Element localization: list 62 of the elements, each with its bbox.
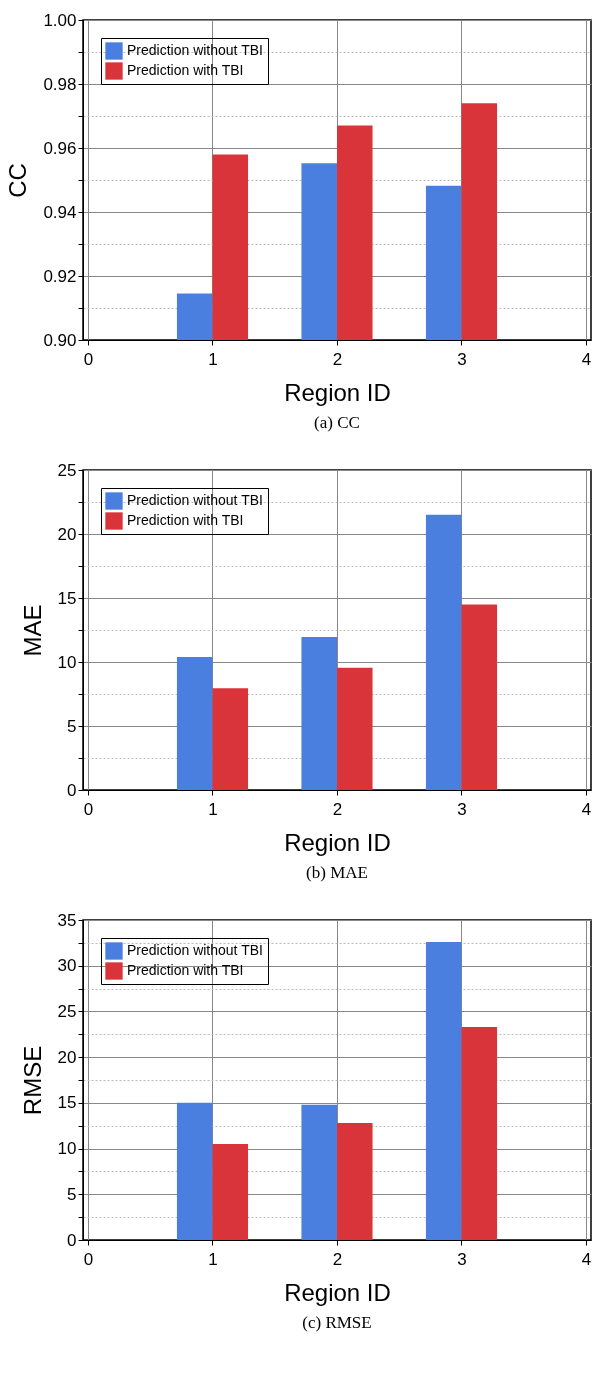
x-tick-label: 3: [457, 1249, 467, 1269]
x-axis-title: Region ID: [284, 828, 391, 856]
bar: [337, 667, 373, 790]
y-tick-label: 20: [57, 1047, 77, 1067]
y-tick-label: 0.96: [43, 138, 77, 158]
y-tick-label: 25: [57, 1001, 77, 1021]
y-tick-label: 5: [67, 1184, 77, 1204]
text: (b) MAE: [306, 863, 368, 882]
legend-label: Prediction with TBI: [127, 62, 244, 78]
y-axis-title: RMSE: [18, 1045, 46, 1116]
y-tick-label: 35: [57, 910, 77, 930]
x-tick-label: 0: [83, 349, 94, 369]
x-tick-label: 2: [332, 349, 343, 369]
bar: [212, 1144, 249, 1240]
y-tick-label: 0: [67, 780, 77, 800]
y-axis-title: CC: [4, 163, 32, 198]
bar: [176, 656, 213, 790]
y-tick-label: 0.98: [43, 74, 77, 94]
x-tick-label: 2: [332, 1249, 343, 1269]
legend-label: Prediction without TBI: [127, 42, 263, 58]
bar: [212, 688, 249, 790]
y-tick-label: 30: [57, 956, 77, 976]
text: (c) RMSE: [302, 1313, 372, 1332]
legend-label: Prediction with TBI: [127, 512, 244, 528]
x-tick-label: 2: [332, 799, 343, 819]
x-tick-label: 0: [83, 1249, 94, 1269]
x-tick-label: 4: [581, 799, 592, 819]
y-tick-label: 10: [57, 652, 77, 672]
y-tick-label: 10: [57, 1139, 77, 1159]
x-tick-label: 1: [208, 1249, 218, 1269]
legend-label: Prediction without TBI: [127, 942, 263, 958]
bar: [337, 1122, 373, 1240]
x-tick-label: 3: [457, 799, 467, 819]
x-axis-title: Region ID: [284, 378, 391, 406]
y-tick-label: 15: [57, 588, 77, 608]
y-tick-label: 0: [67, 1230, 77, 1250]
bar: [425, 514, 462, 790]
x-tick-label: 1: [208, 799, 218, 819]
bar: [461, 1026, 498, 1240]
x-tick-label: 3: [457, 349, 467, 369]
x-tick-label: 1: [208, 349, 218, 369]
bar: [425, 941, 462, 1240]
legend-label: Prediction with TBI: [127, 962, 244, 978]
legend-label: Prediction without TBI: [127, 492, 263, 508]
x-tick-label: 0: [83, 799, 94, 819]
y-axis-title: MAE: [18, 604, 46, 657]
x-axis-title: Region ID: [284, 1278, 391, 1306]
y-tick-label: 5: [67, 716, 77, 736]
x-tick-label: 4: [581, 1249, 592, 1269]
y-tick-label: 25: [57, 460, 77, 480]
x-tick-label: 4: [581, 349, 592, 369]
y-tick-label: 0.90: [43, 330, 77, 350]
bar: [176, 1102, 213, 1240]
text: (a) CC: [314, 413, 360, 432]
y-tick-label: 15: [57, 1093, 77, 1113]
y-tick-label: 20: [57, 524, 77, 544]
y-tick-label: 0.94: [43, 202, 77, 222]
bar: [301, 1104, 337, 1240]
y-tick-label: 1.00: [43, 10, 77, 30]
bar: [461, 604, 498, 790]
y-tick-label: 0.92: [43, 266, 77, 286]
bar: [301, 637, 337, 790]
